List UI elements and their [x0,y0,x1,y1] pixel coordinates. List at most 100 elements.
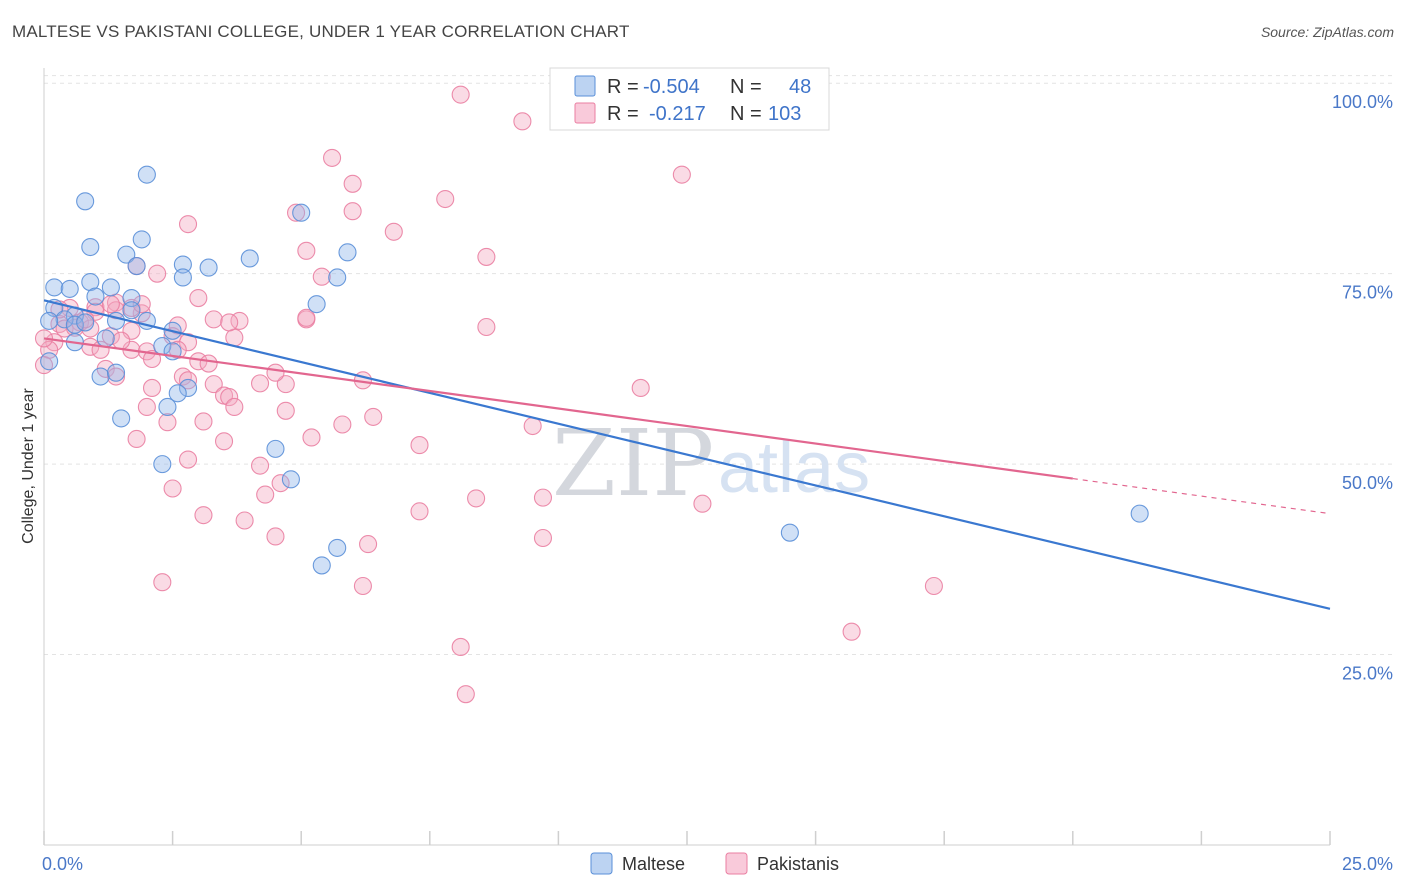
x-tick-label-max: 25.0% [1342,854,1393,874]
point-pakistanis [842,622,861,641]
point-pakistanis [142,378,162,397]
legend-r-label-maltese: R = [607,76,639,98]
legend-box [549,67,830,131]
point-pakistanis [158,413,177,432]
point-pakistanis [333,415,352,434]
x-tick-marks [43,831,1331,845]
point-maltese [1130,504,1149,523]
point-pakistanis [168,316,187,335]
point-maltese [240,249,259,268]
point-pakistanis [343,174,362,193]
point-pakistanis [451,85,470,104]
point-pakistanis [410,436,429,455]
point-maltese [178,378,198,397]
legend-n-label-pakistanis: N = [730,103,762,125]
point-pakistanis [189,289,208,308]
legend-r-label-pakistanis: R = [607,103,639,125]
trend-line-pakistanis [43,337,1073,480]
point-pakistanis [924,576,943,596]
point-pakistanis [693,494,712,513]
legend-swatch-pakistanis [574,102,596,124]
point-pakistanis [178,371,198,390]
point-pakistanis [256,485,275,504]
point-maltese [153,455,172,474]
point-pakistanis [436,189,455,209]
point-pakistanis [297,241,316,260]
point-maltese [76,192,95,211]
point-pakistanis [148,264,167,283]
point-maltese [86,287,105,306]
point-pakistanis [410,502,429,521]
point-maltese [328,268,347,287]
trend-line-pakistanis-extension [1072,477,1331,515]
series-legend: Maltese Pakistanis [590,852,839,875]
point-pakistanis [353,576,372,596]
point-pakistanis [250,374,270,393]
point-maltese [96,329,115,348]
point-pakistanis [199,354,218,373]
point-maltese [158,397,177,417]
point-pakistanis [533,488,553,507]
source-note: Source: ZipAtlas.com [1260,24,1394,40]
point-pakistanis [297,308,316,327]
point-pakistanis [214,432,234,451]
correlation-legend: R = -0.504 N = 48 R = -0.217 N = 103 [549,67,830,131]
point-pakistanis [467,489,486,508]
point-pakistanis [513,112,532,131]
chart-title: MALTESE VS PAKISTANI COLLEGE, UNDER 1 YE… [12,22,630,41]
point-maltese [266,439,285,458]
bottom-legend-swatch-maltese [590,852,613,875]
y-tick-label: 100.0% [1332,92,1393,112]
point-maltese [81,273,100,292]
point-maltese [45,278,64,297]
point-maltese [55,310,74,329]
point-pakistanis [163,479,182,498]
point-maltese [292,203,311,222]
point-pakistanis [220,313,239,332]
point-pakistanis [101,295,120,314]
bottom-legend-label-pakistanis: Pakistanis [757,854,839,874]
point-pakistanis [276,375,295,394]
point-maltese [40,311,59,330]
point-maltese [199,258,218,277]
point-maltese [328,538,347,557]
point-pakistanis [178,450,198,469]
point-pakistanis [55,319,74,338]
legend-n-value-maltese: 48 [789,76,811,98]
point-maltese [117,245,136,264]
point-pakistanis [271,474,290,493]
point-maltese [173,268,192,287]
point-pakistanis [533,528,553,548]
trend-lines [43,299,1331,610]
y-tick-labels: 100.0% 75.0% 50.0% 25.0% [1332,92,1393,683]
point-maltese [60,279,79,298]
point-maltese [173,255,192,274]
point-pakistanis [194,412,213,431]
point-maltese [106,363,126,382]
legend-r-value-maltese: -0.504 [643,76,700,98]
point-pakistanis [631,378,650,397]
point-pakistanis [225,397,244,417]
point-maltese [307,295,326,314]
point-maltese [40,352,59,371]
bottom-legend-label-maltese: Maltese [622,854,685,874]
legend-r-value-pakistanis: -0.217 [649,103,706,125]
point-pakistanis [477,317,496,337]
point-pakistanis [266,363,285,382]
point-maltese [122,301,141,320]
point-maltese [137,165,156,184]
point-pakistanis [137,397,156,417]
point-pakistanis [266,527,285,546]
point-pakistanis [132,295,151,314]
point-maltese [101,278,120,297]
point-pakistanis [672,165,691,184]
point-pakistanis [364,407,383,426]
bottom-legend-swatch-pakistanis [725,852,748,875]
x-tick-label-min: 0.0% [42,854,83,874]
point-pakistanis [127,429,146,449]
point-pakistanis [112,331,131,350]
point-maltese [281,470,300,489]
legend-swatch-maltese [574,75,596,97]
point-pakistanis [153,573,172,592]
point-maltese [91,367,110,386]
